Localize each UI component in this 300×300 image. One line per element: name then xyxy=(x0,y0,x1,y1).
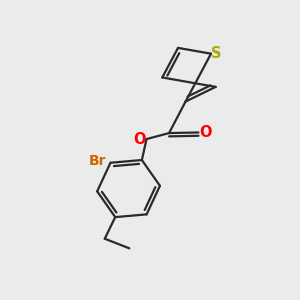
Text: Br: Br xyxy=(89,154,106,168)
Text: O: O xyxy=(199,125,211,140)
Text: S: S xyxy=(211,46,222,61)
Text: O: O xyxy=(134,132,146,147)
